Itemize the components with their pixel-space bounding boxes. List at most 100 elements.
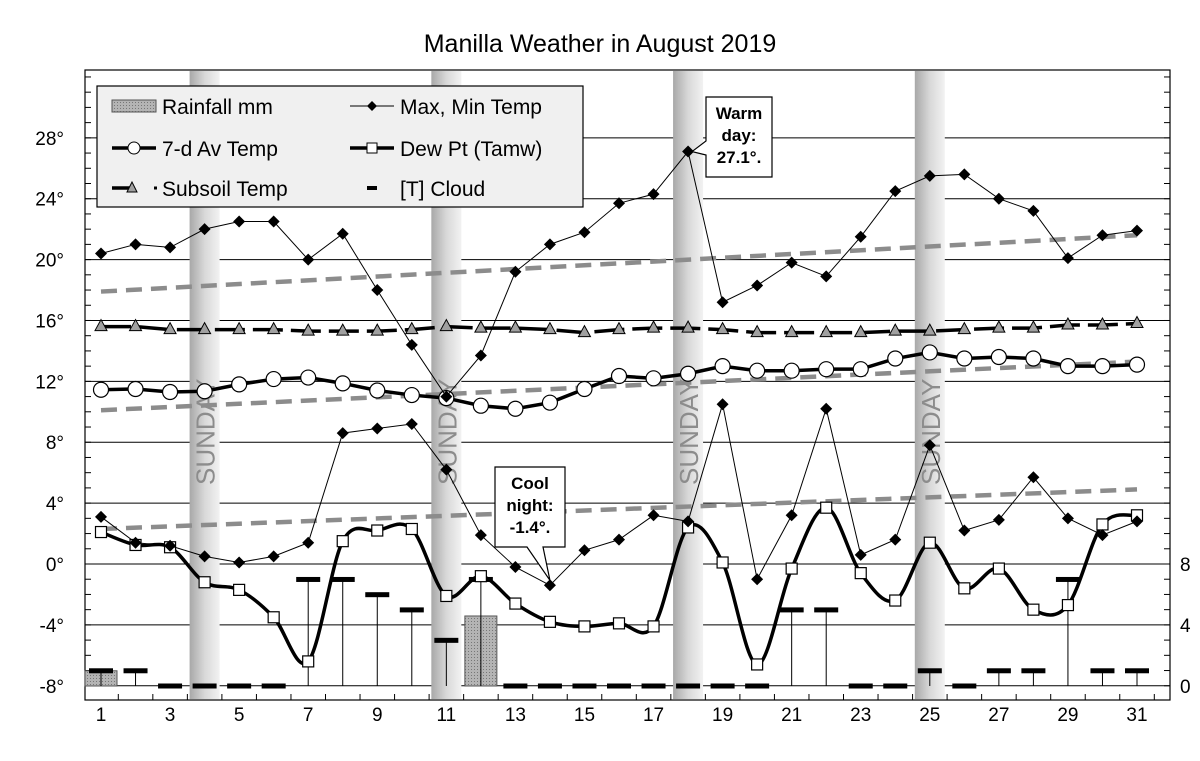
legend-box: [96, 85, 584, 208]
x-tick-label: 25: [919, 705, 940, 726]
min-temp-marker: [543, 579, 556, 592]
x-tick-label: 19: [712, 705, 733, 726]
min-temp-marker: [923, 439, 936, 452]
y-left-tick-label: 12°: [35, 372, 64, 393]
max-temp-marker: [889, 185, 902, 198]
avg7-marker: [403, 386, 420, 404]
cloud-marker: [330, 576, 355, 582]
legend-label: Dew Pt (Tamw): [400, 138, 542, 161]
y-left-tick-label: 8°: [46, 433, 64, 454]
cloud-marker: [399, 607, 424, 613]
avg7-marker: [645, 370, 662, 387]
min-temp-marker: [682, 515, 695, 528]
cloud-marker: [779, 607, 804, 613]
subsoil-marker: [784, 324, 799, 338]
dew-point-marker: [854, 567, 867, 580]
y-right-tick-label: 0: [1180, 677, 1191, 698]
avg7-marker: [679, 365, 697, 382]
trend-line-max: [100, 233, 1138, 294]
max-temp-marker: [716, 296, 729, 309]
x-tick-label: 13: [505, 705, 526, 726]
max-temp-marker: [682, 145, 695, 158]
dew-point-marker: [1027, 603, 1040, 616]
max-temp-marker: [509, 265, 522, 278]
cloud-marker: [952, 683, 977, 689]
cloud-marker: [917, 668, 942, 674]
dew-point-marker: [336, 535, 349, 548]
min-temp-marker: [1061, 512, 1074, 525]
legend-label: Rainfall mm: [162, 96, 273, 119]
max-temp-marker: [198, 223, 211, 236]
rainfall-swatch: [111, 99, 157, 113]
legend-item-rain: Rainfall mm: [111, 96, 273, 119]
cloud-marker: [296, 576, 321, 582]
y-left-tick-label: 28°: [35, 129, 64, 150]
min-temp-marker: [854, 548, 867, 561]
trend-line-min: [100, 487, 1138, 532]
dew-point-marker: [785, 562, 798, 575]
min-temp-marker: [371, 422, 384, 435]
subsoil-marker: [1095, 317, 1110, 330]
min-temp-marker: [1096, 529, 1109, 542]
y-left-tick-label: 24°: [35, 190, 64, 211]
cloud-marker: [1090, 668, 1115, 674]
avg7-marker: [921, 344, 938, 361]
legend-label: Subsoil Temp: [162, 178, 288, 201]
max-temp-marker: [1096, 229, 1109, 242]
legend: Rainfall mm Max, Min Temp 7-d Av Temp Dew P…: [96, 85, 584, 208]
subsoil-marker: [94, 318, 108, 332]
min-temp-marker: [889, 533, 902, 546]
x-tick-label: 29: [1057, 705, 1078, 726]
y-left-tick-label: 20°: [35, 251, 64, 272]
legend-item-subsoil: Subsoil Temp: [112, 178, 288, 201]
cloud-marker: [227, 683, 252, 689]
cloud-marker: [883, 683, 908, 689]
subsoil-marker: [715, 321, 730, 335]
avg7-marker: [92, 381, 110, 398]
subsoil-marker: [335, 323, 350, 336]
subsoil-marker: [232, 321, 246, 335]
avg7-marker: [714, 358, 731, 375]
min-temp-marker: [198, 550, 211, 563]
avg7-marker: [887, 350, 904, 367]
max-temp-marker: [785, 256, 798, 269]
x-tick-label: 17: [643, 705, 664, 726]
avg7-marker: [576, 380, 593, 398]
dew-point-marker: [1096, 518, 1109, 531]
avg7-marker: [541, 394, 559, 411]
legend-item-dew: Dew Pt (Tamw): [350, 138, 542, 161]
dew-point-marker: [992, 562, 1005, 575]
dew-point-marker: [198, 576, 211, 589]
avg7-marker: [783, 362, 800, 379]
cloud-marker: [572, 683, 597, 689]
x-tick-label: 11: [436, 705, 456, 726]
cloud-marker: [1055, 576, 1080, 582]
x-tick-label: 21: [781, 705, 802, 726]
subsoil-marker: [819, 324, 834, 338]
sunday-label: SUNDAY: [674, 379, 704, 485]
callout-warm-day: Warm day: 27.1°.: [690, 96, 773, 178]
subsoil-marker: [888, 323, 903, 336]
subsoil-marker: [853, 324, 868, 338]
subsoil-marker: [508, 320, 523, 333]
min-temp-marker: [1027, 471, 1040, 484]
min-temp-marker: [613, 533, 625, 546]
y-left-tick-label: -8°: [40, 677, 65, 698]
avg7-marker: [1059, 358, 1077, 375]
avg7-marker: [956, 350, 973, 367]
min-temp-marker: [267, 550, 280, 563]
avg7-marker: [610, 367, 628, 385]
subsoil-marker: [266, 321, 281, 335]
subsoil-marker: [957, 321, 972, 335]
avg7-marker: [300, 369, 317, 386]
min-temp-marker: [992, 513, 1005, 526]
callout-text: Warm: [716, 104, 763, 123]
min-temp-marker: [751, 573, 764, 586]
legend-item-cloud: [T] Cloud: [367, 178, 485, 201]
cloud-marker: [123, 668, 148, 674]
sunday-label: SUNDAY: [916, 379, 946, 485]
avg7-marker: [334, 375, 351, 392]
callout-text: -1.4°.: [510, 518, 551, 537]
min-temp-marker: [578, 544, 591, 557]
